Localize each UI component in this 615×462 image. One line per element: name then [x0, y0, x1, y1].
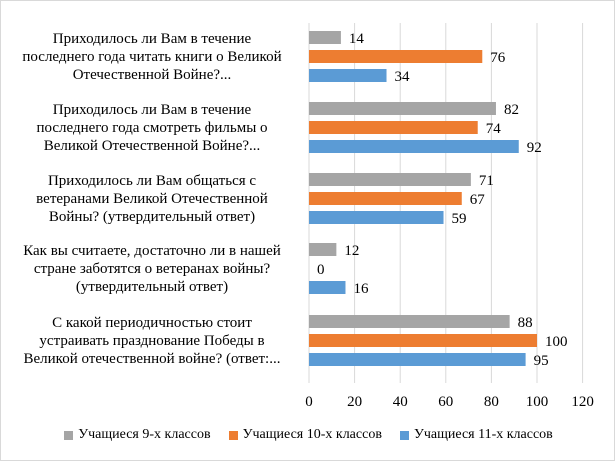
- data-label: 59: [452, 211, 467, 227]
- data-label: 92: [527, 140, 542, 156]
- bar: [309, 334, 537, 347]
- data-label: 82: [504, 102, 519, 118]
- data-label: 0: [317, 262, 325, 278]
- bar: [309, 50, 483, 63]
- bar: [309, 121, 478, 134]
- legend-item: Учащиеся 9-х классов: [64, 427, 211, 443]
- data-label: 71: [479, 173, 494, 189]
- legend-swatch: [228, 430, 238, 440]
- x-tick-label: 120: [571, 394, 594, 410]
- legend-label: Учащиеся 10-х классов: [242, 427, 382, 442]
- data-label: 14: [349, 31, 365, 47]
- x-tick-label: 60: [438, 394, 453, 410]
- legend-label: Учащиеся 9-х классов: [78, 427, 211, 442]
- x-tick-label: 20: [347, 394, 362, 410]
- bar: [309, 31, 341, 44]
- category-label: Приходилось ли Вам в течение последнего …: [22, 30, 282, 83]
- bar: [309, 243, 337, 256]
- legend-item: Учащиеся 11-х классов: [399, 427, 553, 443]
- legend-swatch: [399, 430, 409, 440]
- x-tick-label: 40: [393, 394, 408, 410]
- category-label: Как вы считаете, достаточно ли в нашей с…: [23, 242, 281, 295]
- data-label: 12: [344, 243, 359, 259]
- bar: [309, 140, 519, 153]
- legend-item: Учащиеся 10-х классов: [228, 427, 382, 443]
- x-tick-label: 0: [305, 394, 313, 410]
- data-label: 67: [470, 192, 486, 208]
- bar: [309, 102, 496, 115]
- data-label: 95: [534, 353, 549, 369]
- bar: [309, 211, 444, 224]
- x-tick-label: 80: [484, 394, 499, 410]
- category-label: Приходилось ли Вам в течение последнего …: [36, 101, 268, 154]
- data-label: 88: [518, 315, 533, 331]
- legend-swatch: [64, 430, 74, 440]
- category-label: С какой периодичностью стоит устраивать …: [23, 314, 281, 367]
- bar: [309, 281, 346, 294]
- data-label: 34: [395, 69, 411, 85]
- data-label: 76: [490, 50, 506, 66]
- category-label: Приходилось ли Вам общаться с ветеранами…: [36, 172, 268, 225]
- bar: [309, 192, 462, 205]
- x-tick-label: 100: [526, 394, 549, 410]
- legend-label: Учащиеся 11-х классов: [413, 427, 553, 442]
- bar: [309, 315, 510, 328]
- data-label: 74: [486, 121, 502, 137]
- legend: Учащиеся 9-х классов Учащиеся 10-х классо…: [1, 427, 615, 443]
- bar: [309, 173, 471, 186]
- data-label: 16: [353, 281, 369, 297]
- bar: [309, 69, 387, 82]
- bar: [309, 353, 526, 366]
- data-label: 100: [545, 334, 568, 350]
